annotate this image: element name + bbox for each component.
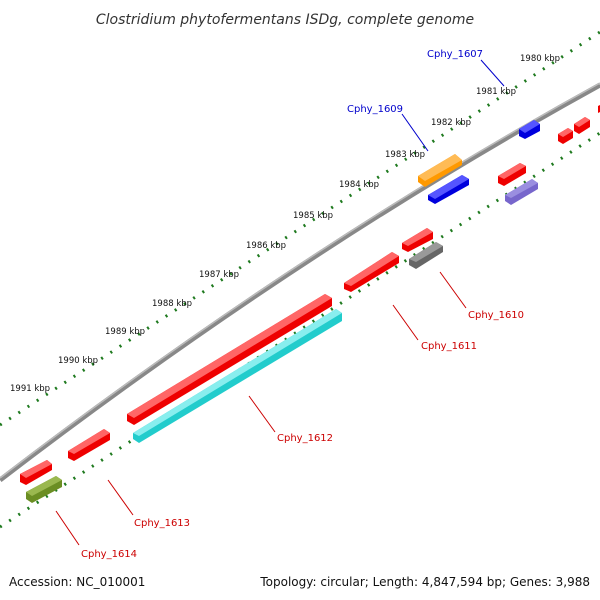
gene-red-long xyxy=(127,294,332,425)
gene-cphy-1612 xyxy=(133,309,342,443)
map-title: Clostridium phytofermentans ISDg, comple… xyxy=(96,12,474,28)
gene-red-1610a xyxy=(402,228,433,252)
gene-label-cphy-1610: Cphy_1610 xyxy=(468,310,524,321)
gene-features xyxy=(20,105,600,503)
tick-label: 1987 kbp xyxy=(199,270,239,280)
gene-label-cphy-1614: Cphy_1614 xyxy=(81,549,137,560)
gene-cphy-1613 xyxy=(68,429,110,461)
tick-label: 1991 kbp xyxy=(10,384,50,394)
tick-label: 1988 kbp xyxy=(152,299,192,309)
gene-labels: Cphy_1607 Cphy_1609 Cphy_1610 Cphy_1611 … xyxy=(81,49,524,560)
gene-label-cphy-1609: Cphy_1609 xyxy=(347,104,403,115)
gene-cphy-1608 xyxy=(558,105,600,144)
gene-label-cphy-1613: Cphy_1613 xyxy=(134,518,190,529)
gene-red-far-left xyxy=(20,460,52,485)
gene-label-cphy-1607: Cphy_1607 xyxy=(427,49,483,60)
tick-label: 1983 kbp xyxy=(385,150,425,160)
tick-label: 1981 kbp xyxy=(476,87,516,97)
gene-label-cphy-1611: Cphy_1611 xyxy=(421,341,477,352)
gene-red-upper-right xyxy=(498,163,526,186)
gene-blue-outer xyxy=(428,175,469,204)
genome-summary-text: Topology: circular; Length: 4,847,594 bp… xyxy=(260,575,590,589)
tick-label: 1984 kbp xyxy=(339,180,379,190)
gene-cphy-1607 xyxy=(519,120,540,139)
tick-label: 1989 kbp xyxy=(105,327,145,337)
tick-labels: 1980 kbp 1981 kbp 1982 kbp 1983 kbp 1984… xyxy=(10,54,560,394)
label-leaders xyxy=(55,59,505,546)
genome-backbone xyxy=(0,82,600,482)
gene-cphy-1610 xyxy=(409,242,443,269)
gene-cphy-1611 xyxy=(344,252,399,292)
tick-label: 1982 kbp xyxy=(431,118,471,128)
genome-backbone-highlight xyxy=(0,82,600,479)
tick-label: 1990 kbp xyxy=(58,356,98,366)
gene-purple xyxy=(505,179,538,205)
gene-cphy-1614 xyxy=(26,476,62,503)
tick-label: 1986 kbp xyxy=(246,241,286,251)
gene-cphy-1609 xyxy=(418,154,462,187)
tick-label: 1985 kbp xyxy=(293,211,333,221)
accession-text: Accession: NC_010001 xyxy=(9,575,146,589)
tick-label: 1980 kbp xyxy=(520,54,560,64)
gene-label-cphy-1612: Cphy_1612 xyxy=(277,433,333,444)
